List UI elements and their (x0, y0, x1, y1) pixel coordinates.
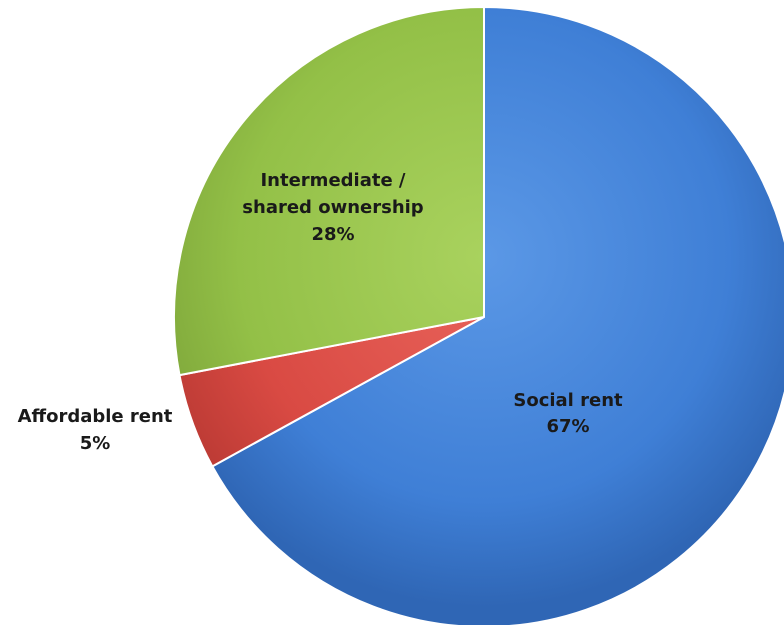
slice-name-label: shared ownership (242, 197, 424, 218)
slice-label-affordable-rent: Affordable rent 5% (18, 406, 173, 454)
slice-value-label: 67% (546, 416, 589, 437)
pie-slices (173, 6, 784, 625)
slice-value-label: 5% (80, 433, 111, 454)
slice-name-label: Affordable rent (18, 406, 173, 427)
slice-label-intermediate-shared-ownership: Intermediate / shared ownership 28% (242, 170, 424, 245)
pie-labels: Social rent 67% Affordable rent 5% Intermedi… (18, 170, 623, 454)
slice-name-label: Intermediate / (260, 170, 405, 191)
slice-value-label: 28% (311, 224, 354, 245)
slice-name-label: Social rent (513, 390, 623, 411)
pie-slice-intermediate-shared-ownership (173, 6, 485, 377)
slice-label-social-rent: Social rent 67% (513, 390, 623, 437)
pie-slice-social-rent (211, 6, 784, 625)
